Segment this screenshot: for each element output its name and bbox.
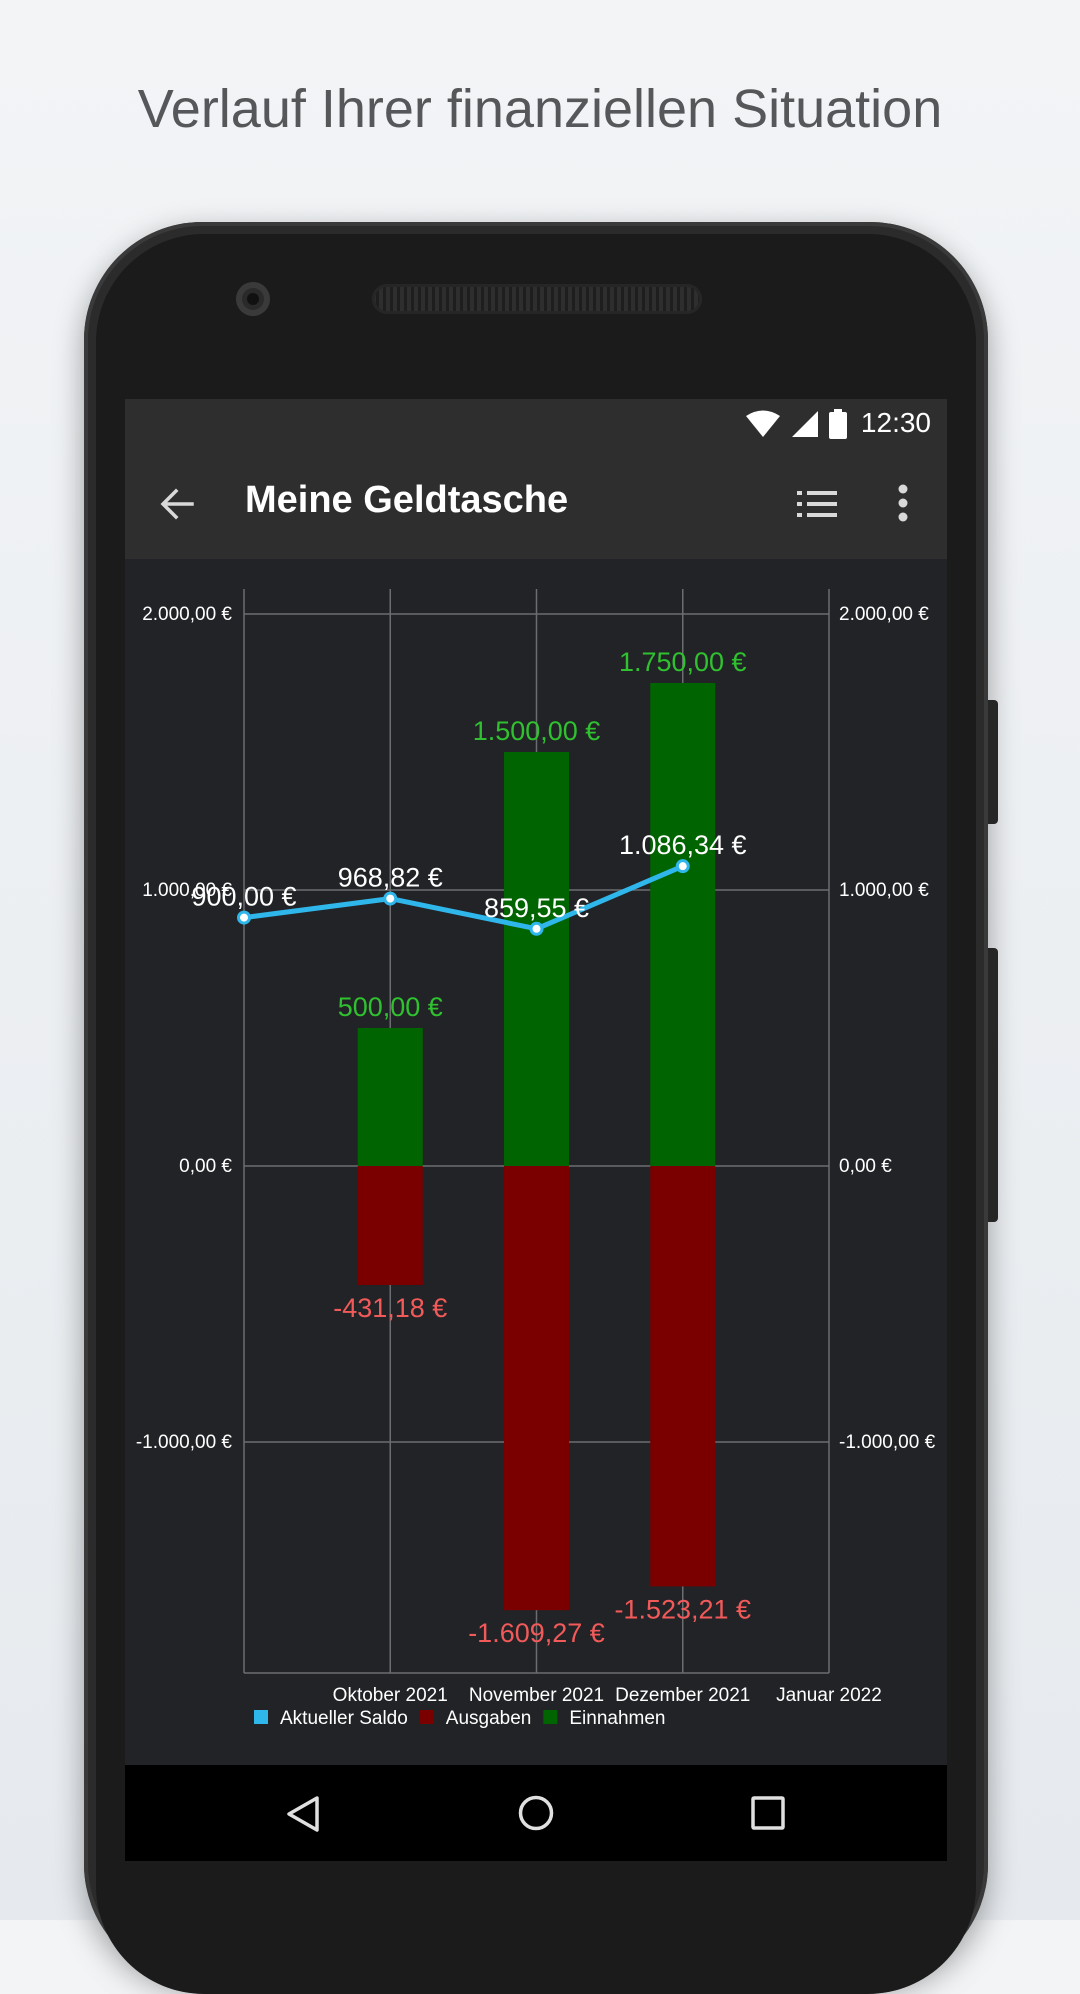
einnahmen-bar — [650, 683, 716, 1166]
x-tick-label: Dezember 2021 — [615, 1685, 750, 1706]
legend-item-saldo-swatch — [254, 1710, 268, 1724]
ausgaben-bar — [357, 1166, 423, 1286]
list-view-icon[interactable] — [797, 487, 837, 521]
cell-signal-icon — [792, 411, 818, 437]
earpiece-speaker — [372, 284, 702, 314]
einnahmen-bar-label: 1.500,00 € — [473, 716, 601, 746]
einnahmen-bar-label: 1.750,00 € — [619, 647, 747, 677]
phone-power-button — [988, 948, 998, 1222]
saldo-point-label: 968,82 € — [338, 863, 443, 893]
status-time: 12:30 — [860, 407, 931, 438]
status-bar: 12:30 — [125, 399, 947, 449]
balance-chart[interactable]: 2.000,00 € 2.000,00 € 1.000,00 € 1.000,00 €… — [125, 559, 947, 1764]
ausgaben-bar — [650, 1166, 716, 1587]
saldo-point-label: 1.086,34 € — [619, 830, 747, 860]
y-tick-label-left: -1.000,00 € — [136, 1432, 233, 1453]
app-bar: Meine Geldtasche — [125, 449, 947, 559]
nav-home-icon[interactable] — [518, 1795, 554, 1831]
ausgaben-bar-label: -1.609,27 € — [468, 1618, 605, 1648]
ausgaben-bar-label: -431,18 € — [333, 1293, 447, 1323]
battery-icon — [829, 409, 847, 439]
einnahmen-bar-label: 500,00 € — [338, 992, 443, 1022]
x-tick-label: Januar 2022 — [776, 1685, 882, 1706]
phone-volume-button — [988, 700, 998, 824]
x-tick-label: Oktober 2021 — [333, 1685, 448, 1706]
system-navigation-bar — [125, 1765, 947, 1861]
legend-item-einnahmen-swatch — [543, 1710, 558, 1724]
back-arrow-icon[interactable] — [159, 486, 195, 522]
balance-chart-svg: 2.000,00 € 2.000,00 € 1.000,00 € 1.000,00 €… — [136, 589, 936, 1729]
ausgaben-bar-label: -1.523,21 € — [614, 1594, 751, 1624]
y-tick-label-right: 2.000,00 € — [839, 604, 929, 625]
phone-screen: 12:30 Meine Geldtasche 2.000,00 €2.000,0… — [125, 399, 947, 1861]
saldo-point — [529, 921, 544, 936]
einnahmen-bar — [357, 1028, 423, 1166]
einnahmen-bar — [504, 752, 569, 1166]
y-tick-label-right: -1.000,00 € — [839, 1432, 936, 1453]
saldo-point — [237, 910, 251, 925]
y-tick-label-right: 0,00 € — [839, 1156, 892, 1177]
status-icons — [745, 409, 847, 439]
y-tick-label-left: 2.000,00 € — [142, 604, 232, 625]
nav-recent-apps-icon[interactable] — [751, 1796, 785, 1830]
y-tick-label-left: 1.000,00 € — [142, 880, 232, 901]
saldo-point — [675, 859, 690, 874]
saldo-point-label: 900,00 € — [191, 882, 296, 912]
y-tick-label-right: 1.000,00 € — [839, 880, 929, 901]
legend-item-ausgaben-swatch — [419, 1710, 434, 1724]
more-vert-icon[interactable] — [897, 483, 909, 523]
legend-item-saldo: Aktueller Saldo — [280, 1708, 408, 1729]
page-headline: Verlauf Ihrer finanziellen Situation — [137, 79, 943, 139]
app-title: Meine Geldtasche — [245, 479, 569, 521]
saldo-point-label: 859,55 € — [484, 893, 589, 923]
wifi-icon — [746, 410, 780, 437]
ausgaben-bar — [504, 1166, 569, 1611]
legend-item-ausgaben: Ausgaben — [446, 1708, 532, 1729]
front-camera — [236, 282, 270, 316]
nav-back-icon[interactable] — [285, 1795, 321, 1833]
y-tick-label-left: 0,00 € — [179, 1156, 232, 1177]
saldo-point — [383, 891, 398, 906]
legend-item-einnahmen: Einnahmen — [569, 1708, 665, 1729]
saldo-line — [243, 863, 684, 932]
x-tick-label: November 2021 — [469, 1685, 604, 1706]
